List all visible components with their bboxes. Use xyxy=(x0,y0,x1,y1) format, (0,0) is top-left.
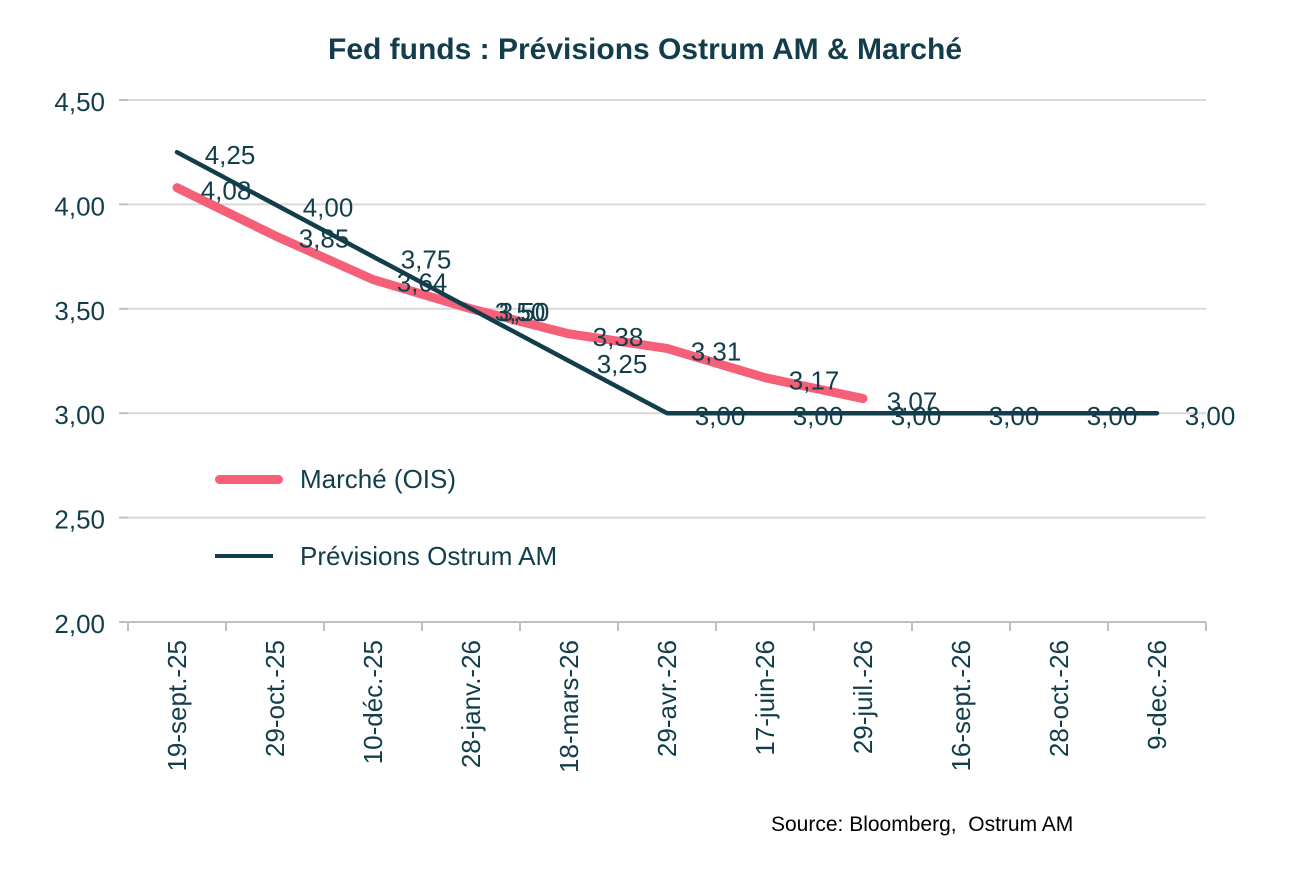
data-label: 3,50 xyxy=(495,297,546,327)
data-label: 3,00 xyxy=(891,401,942,431)
legend-swatch-box xyxy=(215,554,300,558)
data-label: 3,38 xyxy=(593,322,644,352)
x-axis-label: 17-juin-26 xyxy=(750,640,780,756)
data-label: 4,08 xyxy=(201,176,252,206)
y-axis-label: 3,50 xyxy=(54,296,105,326)
data-label: 3,00 xyxy=(989,401,1040,431)
y-axis-label: 3,00 xyxy=(54,400,105,430)
chart-title: Fed funds : Prévisions Ostrum AM & March… xyxy=(328,33,962,66)
x-axis-label: 29-avr.-26 xyxy=(652,640,682,757)
x-axis-label: 16-sept.-26 xyxy=(946,640,976,772)
data-label: 3,25 xyxy=(597,349,648,379)
data-label: 3,31 xyxy=(691,336,742,366)
y-axis-label: 4,00 xyxy=(54,191,105,221)
legend-swatch-box xyxy=(215,474,300,484)
legend-item-marche: Marché (OIS) xyxy=(215,463,456,495)
data-label: 4,25 xyxy=(205,140,256,170)
data-label: 3,64 xyxy=(397,268,448,298)
data-label: 3,85 xyxy=(299,224,350,254)
x-axis-label: 18-mars-26 xyxy=(554,640,584,773)
ostrum-line xyxy=(174,149,1160,416)
legend-label-ostrum: Prévisions Ostrum AM xyxy=(300,540,558,571)
data-label: 3,07 xyxy=(887,387,938,417)
legend-label-marche: Marché (OIS) xyxy=(300,463,457,494)
x-axis-label: 28-oct.-26 xyxy=(1044,640,1074,757)
data-label: 3,00 xyxy=(1185,401,1236,431)
data-label: 3,50 xyxy=(499,297,550,327)
marche-line xyxy=(172,183,868,404)
y-axis-label: 4,50 xyxy=(54,87,105,117)
x-axis-label: 9-dec.-26 xyxy=(1142,640,1172,750)
x-axis-label: 10-déc.-25 xyxy=(358,640,388,764)
marche-line-swatch xyxy=(215,474,283,484)
ostrum-line-swatch xyxy=(215,554,273,558)
x-axis-label: 28-janv.-26 xyxy=(456,640,486,768)
source-text: Source: Bloomberg, Ostrum AM xyxy=(771,813,1074,836)
data-label: 3,00 xyxy=(695,401,746,431)
x-axis-label: 19-sept.-25 xyxy=(162,640,192,772)
y-axis-label: 2,50 xyxy=(54,505,105,535)
data-label: 3,00 xyxy=(1087,401,1138,431)
data-label: 3,75 xyxy=(401,245,452,275)
x-axis-label: 29-oct.-25 xyxy=(260,640,290,757)
legend-item-ostrum: Prévisions Ostrum AM xyxy=(215,540,557,572)
data-label: 3,17 xyxy=(789,366,840,396)
data-label: 3,00 xyxy=(793,401,844,431)
data-label: 4,00 xyxy=(303,192,354,222)
y-axis-label: 2,00 xyxy=(54,609,105,639)
x-axis-label: 29-juil.-26 xyxy=(848,640,878,754)
